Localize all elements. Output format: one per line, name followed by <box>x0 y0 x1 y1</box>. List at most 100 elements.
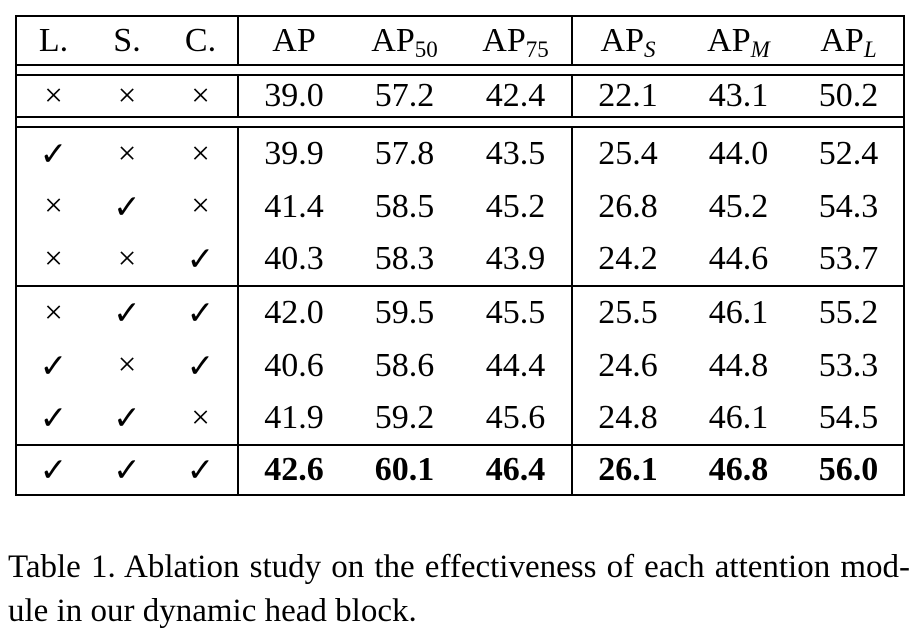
header-label: AP <box>707 21 751 59</box>
table-caption: Table 1. Ablation study on the effective… <box>8 545 910 633</box>
cross-icon: × <box>117 77 137 114</box>
metric-value: 26.1 <box>572 444 683 495</box>
header-subscript: 75 <box>525 36 549 62</box>
check-cell: × <box>16 75 90 118</box>
check-cell: ✓ <box>16 444 90 495</box>
metric-value: 43.1 <box>683 75 794 118</box>
metric-value: 42.0 <box>238 285 349 339</box>
header-col-c: C. <box>164 16 239 66</box>
header-col-ap75: AP75 <box>460 16 573 66</box>
header-label: AP <box>272 21 316 59</box>
metric-value: 44.4 <box>460 339 573 392</box>
metric-value: 41.9 <box>264 399 324 436</box>
check-icon: ✓ <box>39 137 68 173</box>
check-cell: × <box>90 233 164 286</box>
check-cell: ✓ <box>90 444 164 495</box>
table-row: ✓ × × 39.9 57.8 43.5 25.4 44.0 52.4 <box>16 127 904 180</box>
check-cell: × <box>90 75 164 118</box>
metric-value: 46.4 <box>460 444 573 495</box>
metric-value: 25.4 <box>598 135 658 172</box>
ablation-table: L. S. C. AP AP50 AP75 APS APM APL × × × 39.… <box>15 15 905 496</box>
metric-value: 24.2 <box>598 240 658 277</box>
header-row: L. S. C. AP AP50 AP75 APS APM APL <box>16 16 904 66</box>
metric-value: 45.2 <box>708 187 769 225</box>
check-cell: × <box>164 180 239 233</box>
check-icon: ✓ <box>113 189 141 226</box>
table-row: ✓ ✓ ✓ 42.6 60.1 46.4 26.1 46.8 56.0 <box>16 444 904 495</box>
metric-value: 58.6 <box>374 346 435 384</box>
check-icon: ✓ <box>39 348 68 385</box>
header-col-apm: APM <box>683 16 794 66</box>
metric-value: 42.6 <box>238 444 349 495</box>
table-body: × × × 39.0 57.2 42.4 22.1 43.1 50.2 ✓ × × 39.9 57.8 43… <box>16 65 904 495</box>
cross-icon: × <box>117 135 137 172</box>
cross-icon: × <box>191 135 210 172</box>
check-cell: × <box>90 127 164 180</box>
header-col-apl: APL <box>794 16 904 66</box>
metric-value: 46.8 <box>683 444 794 495</box>
header-label: AP <box>820 21 864 59</box>
check-cell: ✓ <box>90 180 164 233</box>
metric-value: 58.5 <box>374 187 435 225</box>
check-cell: ✓ <box>16 339 90 392</box>
double-rule-gap-cell <box>16 117 904 128</box>
cross-icon: × <box>117 347 137 383</box>
check-cell: × <box>16 233 90 286</box>
metric-value: 24.8 <box>598 399 658 436</box>
metric-value: 43.5 <box>460 127 573 180</box>
metric-value: 53.3 <box>818 346 879 384</box>
header-col-ap: AP <box>238 16 349 66</box>
metric-value: 22.1 <box>572 75 683 118</box>
metric-value: 45.6 <box>460 392 573 445</box>
check-cell: ✓ <box>164 233 239 286</box>
metric-value: 50.2 <box>794 75 904 118</box>
cross-icon: × <box>44 188 63 224</box>
metric-value: 45.5 <box>460 285 573 339</box>
check-cell: × <box>164 127 239 180</box>
header-col-ap50: AP50 <box>349 16 460 66</box>
metric-value: 45.2 <box>460 180 573 233</box>
metric-value: 52.4 <box>818 135 879 172</box>
check-icon: ✓ <box>39 453 68 489</box>
table-row: × × × 39.0 57.2 42.4 22.1 43.1 50.2 <box>16 75 904 118</box>
check-cell: × <box>164 75 239 118</box>
metric-value: 54.3 <box>818 187 879 225</box>
metric-value: 54.5 <box>818 399 879 436</box>
check-icon: ✓ <box>39 401 68 437</box>
metric-value: 44.8 <box>708 346 769 384</box>
check-icon: ✓ <box>186 348 215 385</box>
metric-value: 46.1 <box>708 399 769 436</box>
caption-line-1: Table 1. Ablation study on the effective… <box>8 549 910 585</box>
metric-value: 24.6 <box>598 346 658 384</box>
check-cell: ✓ <box>90 285 164 339</box>
cross-icon: × <box>191 188 210 224</box>
metric-value: 25.5 <box>572 285 683 339</box>
metric-value: 59.2 <box>374 399 435 436</box>
check-cell: ✓ <box>164 444 239 495</box>
double-rule-gap <box>16 65 904 76</box>
metric-value: 26.8 <box>598 187 658 225</box>
table-row: × ✓ ✓ 42.0 59.5 45.5 25.5 46.1 55.2 <box>16 285 904 339</box>
check-cell: ✓ <box>90 392 164 445</box>
cross-icon: × <box>191 77 210 114</box>
check-cell: × <box>16 285 90 339</box>
check-icon: ✓ <box>113 296 141 332</box>
metric-value: 56.0 <box>794 444 904 495</box>
metric-value: 40.3 <box>264 240 324 277</box>
cross-icon: × <box>44 240 63 277</box>
header-label: AP <box>482 21 526 59</box>
header-subscript: M <box>750 36 770 62</box>
table-row: × × ✓ 40.3 58.3 43.9 24.2 44.6 53.7 <box>16 233 904 286</box>
metric-value: 57.2 <box>349 75 460 118</box>
cross-icon: × <box>44 294 63 331</box>
metric-value: 42.4 <box>460 75 573 118</box>
header-col-l: L. <box>16 16 90 66</box>
metric-value: 55.2 <box>794 285 904 339</box>
cross-icon: × <box>44 77 63 114</box>
metric-value: 59.5 <box>349 285 460 339</box>
check-icon: ✓ <box>186 453 215 489</box>
cross-icon: × <box>117 240 137 277</box>
header-subscript: L <box>863 36 877 62</box>
check-icon: ✓ <box>186 296 215 332</box>
metric-value: 41.4 <box>264 187 324 225</box>
